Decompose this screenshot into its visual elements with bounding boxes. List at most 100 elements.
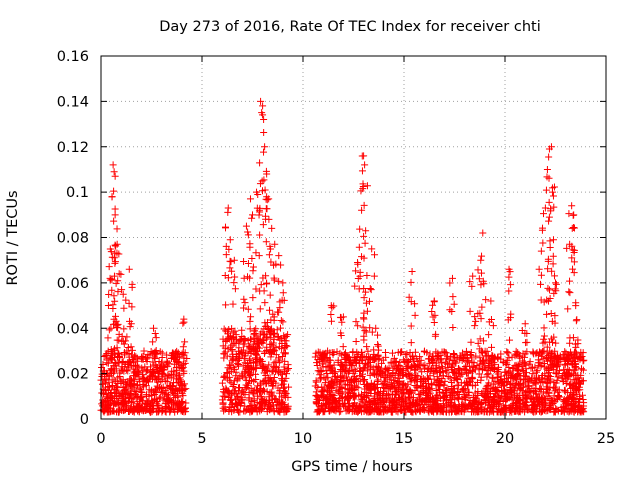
data-point xyxy=(135,364,143,372)
data-point xyxy=(147,407,155,415)
data-point xyxy=(272,368,280,376)
data-point xyxy=(143,401,151,409)
data-point xyxy=(114,324,122,332)
data-point xyxy=(536,376,544,384)
data-point xyxy=(180,351,188,359)
y-tick-label: 0.02 xyxy=(57,367,89,383)
data-point xyxy=(465,388,473,396)
data-point xyxy=(439,367,447,375)
data-point xyxy=(392,388,400,396)
data-point xyxy=(454,394,462,402)
data-point xyxy=(118,332,126,340)
data-point xyxy=(376,387,384,395)
data-point xyxy=(477,357,485,365)
data-point xyxy=(106,355,114,363)
data-point xyxy=(111,392,119,400)
data-point xyxy=(336,349,344,357)
data-point xyxy=(523,348,531,356)
data-point xyxy=(466,278,474,286)
data-point xyxy=(275,252,283,260)
data-point xyxy=(399,371,407,379)
data-point xyxy=(127,320,135,328)
data-point xyxy=(520,353,528,361)
data-point xyxy=(360,232,368,240)
data-point xyxy=(270,362,278,370)
data-point xyxy=(228,346,236,354)
data-point xyxy=(477,315,485,323)
data-point xyxy=(455,365,463,373)
data-point xyxy=(247,362,255,370)
data-point xyxy=(563,244,571,252)
data-point xyxy=(108,286,116,294)
data-point xyxy=(371,401,379,409)
data-point xyxy=(429,313,437,321)
data-point xyxy=(368,245,376,253)
data-point xyxy=(547,205,555,213)
data-point xyxy=(564,305,572,313)
data-point xyxy=(504,349,512,357)
data-point xyxy=(132,390,140,398)
data-point xyxy=(389,358,397,366)
data-point xyxy=(372,324,380,332)
data-point xyxy=(247,385,255,393)
data-point xyxy=(147,388,155,396)
data-point xyxy=(245,396,253,404)
data-point xyxy=(246,376,254,384)
data-point xyxy=(120,325,128,333)
data-point xyxy=(276,298,284,306)
data-point xyxy=(471,313,479,321)
data-point xyxy=(159,365,167,373)
data-point xyxy=(537,394,545,402)
data-point xyxy=(568,254,576,262)
data-point xyxy=(267,340,275,348)
data-point xyxy=(114,277,122,285)
data-point xyxy=(474,266,482,274)
data-point xyxy=(269,381,277,389)
data-point xyxy=(123,333,131,341)
data-point xyxy=(105,326,113,334)
data-point xyxy=(277,335,285,343)
data-point xyxy=(363,343,371,351)
data-point xyxy=(172,375,180,383)
data-point xyxy=(496,375,504,383)
data-point xyxy=(378,369,386,377)
data-point xyxy=(110,272,118,280)
data-point xyxy=(420,348,428,356)
data-point xyxy=(279,352,287,360)
data-point xyxy=(342,393,350,401)
data-point xyxy=(572,387,580,395)
data-point xyxy=(179,343,187,351)
data-point xyxy=(435,363,443,371)
data-point xyxy=(400,366,408,374)
data-point xyxy=(476,354,484,362)
data-point xyxy=(536,400,544,408)
data-point xyxy=(130,369,138,377)
data-point xyxy=(453,408,461,416)
data-point xyxy=(115,336,123,344)
data-point xyxy=(381,406,389,414)
data-point xyxy=(361,239,369,247)
data-point xyxy=(176,402,184,410)
data-point xyxy=(493,367,501,375)
data-point xyxy=(235,350,243,358)
data-point xyxy=(238,370,246,378)
data-point xyxy=(478,303,486,311)
data-point xyxy=(470,393,478,401)
data-point xyxy=(256,305,264,313)
data-point xyxy=(247,313,255,321)
data-point xyxy=(111,211,119,219)
data-point xyxy=(156,393,164,401)
data-point xyxy=(531,403,539,411)
data-point xyxy=(397,401,405,409)
data-point xyxy=(261,143,269,151)
data-point xyxy=(357,396,365,404)
data-point xyxy=(276,336,284,344)
data-point xyxy=(579,395,587,403)
data-point xyxy=(114,374,122,382)
data-point xyxy=(242,222,250,230)
data-point xyxy=(574,355,582,363)
data-point xyxy=(358,206,366,214)
data-point xyxy=(552,279,559,287)
data-point xyxy=(129,383,137,391)
data-point xyxy=(571,382,579,390)
